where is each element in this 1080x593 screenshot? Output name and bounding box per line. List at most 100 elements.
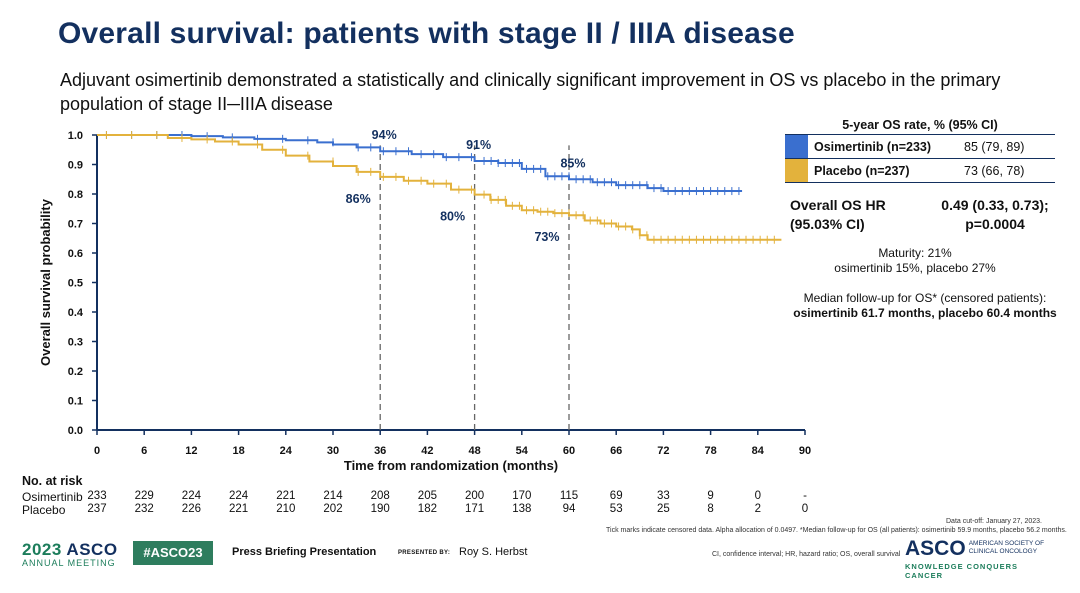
- page-title: Overall survival: patients with stage II…: [58, 17, 795, 50]
- risk-value-placebo: 8: [707, 503, 713, 515]
- x-tick-label: 12: [185, 445, 197, 457]
- meeting-asco: ASCO: [66, 540, 118, 559]
- presenter-name: Roy S. Herbst: [459, 546, 528, 558]
- risk-value-osimertinib: 233: [87, 490, 106, 502]
- x-tick-label: 66: [610, 445, 622, 457]
- footnote-ticks: Tick marks indicate censored data. Alpha…: [606, 527, 1067, 534]
- risk-value-placebo: 53: [610, 503, 623, 515]
- hashtag-badge: #ASCO23: [133, 541, 213, 565]
- maturity-line1: Maturity: 21%: [878, 246, 952, 260]
- risk-value-osimertinib: 205: [418, 490, 437, 502]
- osimertinib-rate: 85 (79, 89): [964, 139, 1025, 154]
- hr-label-line2: (95.03% CI): [790, 216, 865, 232]
- hr-label-line1: Overall OS HR: [790, 197, 886, 213]
- x-tick-label: 78: [704, 445, 716, 457]
- y-tick-label: 0.9: [68, 160, 83, 172]
- x-tick-label: 72: [657, 445, 669, 457]
- risk-value-placebo: 202: [323, 503, 342, 515]
- point-label: 91%: [466, 138, 491, 152]
- risk-value-osimertinib: 0: [755, 490, 761, 502]
- placebo-label: Placebo (n=237): [814, 163, 910, 178]
- y-tick-label: 0.8: [68, 189, 83, 201]
- median-line2: osimertinib 61.7 months, placebo 60.4 mo…: [793, 306, 1057, 320]
- x-tick-label: 48: [468, 445, 480, 457]
- risk-value-placebo: 138: [512, 503, 531, 515]
- footnote-cutoff: Data cut-off: January 27, 2023.: [946, 518, 1042, 525]
- point-label: 80%: [440, 210, 465, 224]
- risk-value-osimertinib: 33: [657, 490, 670, 502]
- placebo-swatch: [785, 159, 808, 182]
- hr-value: 0.49 (0.33, 0.73); p=0.0004: [930, 196, 1060, 234]
- hr-value-line1: 0.49 (0.33, 0.73);: [941, 197, 1049, 213]
- osimertinib-swatch: [785, 135, 808, 158]
- risk-value-osimertinib: -: [803, 490, 807, 502]
- x-tick-label: 30: [327, 445, 339, 457]
- x-tick-label: 42: [421, 445, 433, 457]
- risk-value-placebo: 226: [182, 503, 201, 515]
- risk-value-placebo: 0: [802, 503, 808, 515]
- risk-label-placebo: Placebo: [22, 503, 66, 517]
- presented-by-label: PRESENTED BY:: [398, 550, 451, 556]
- os-rate-table: 5-year OS rate, % (95% CI) Osimertinib (…: [785, 116, 1055, 183]
- point-label: 73%: [534, 230, 559, 244]
- risk-value-placebo: 25: [657, 503, 670, 515]
- hr-value-line2: p=0.0004: [965, 216, 1025, 232]
- y-tick-label: 0.6: [68, 248, 83, 260]
- maturity-note: Maturity: 21% osimertinib 15%, placebo 2…: [790, 246, 1040, 276]
- series-line-placebo: [97, 134, 782, 241]
- press-briefing-label: Press Briefing Presentation: [232, 546, 377, 558]
- risk-value-osimertinib: 229: [135, 490, 154, 502]
- risk-value-placebo: 237: [87, 503, 106, 515]
- point-label: 85%: [560, 156, 585, 170]
- y-tick-label: 0.2: [68, 366, 83, 378]
- x-axis-label: Time from randomization (months): [344, 458, 558, 473]
- hr-label: Overall OS HR (95.03% CI): [790, 196, 910, 234]
- risk-value-placebo: 182: [418, 503, 437, 515]
- society-line2: CLINICAL ONCOLOGY: [968, 548, 1038, 555]
- risk-value-osimertinib: 208: [371, 490, 390, 502]
- risk-value-placebo: 190: [371, 503, 390, 515]
- risk-value-placebo: 2: [755, 503, 761, 515]
- y-tick-label: 0.0: [68, 425, 83, 437]
- x-tick-label: 18: [232, 445, 244, 457]
- footnote-abbreviations: CI, confidence interval; HR, hazard rati…: [712, 551, 901, 558]
- risk-value-osimertinib: 170: [512, 490, 531, 502]
- risk-value-osimertinib: 221: [276, 490, 295, 502]
- y-tick-label: 0.5: [68, 278, 83, 290]
- risk-value-placebo: 232: [135, 503, 154, 515]
- asco-society-logo: ASCO AMERICAN SOCIETY OF CLINICAL ONCOLOGY…: [905, 537, 1055, 580]
- series-line-osimertinib: [97, 134, 743, 193]
- risk-value-placebo: 171: [465, 503, 484, 515]
- os-rate-header: 5-year OS rate, % (95% CI): [785, 116, 1055, 135]
- meeting-year: 2023: [22, 540, 62, 559]
- x-tick-label: 24: [280, 445, 293, 457]
- risk-value-osimertinib: 214: [323, 490, 343, 502]
- asco-logo-text: ASCO: [905, 537, 966, 560]
- risk-value-osimertinib: 115: [560, 490, 578, 502]
- x-tick-label: 6: [141, 445, 147, 457]
- placebo-rate: 73 (66, 78): [964, 163, 1025, 178]
- legend-row-osimertinib: Osimertinib (n=233) 85 (79, 89): [785, 135, 1055, 159]
- risk-label-osimertinib: Osimertinib: [22, 490, 83, 504]
- y-tick-label: 0.4: [68, 307, 84, 319]
- risk-value-placebo: 221: [229, 503, 248, 515]
- society-line1: AMERICAN SOCIETY OF: [968, 540, 1045, 547]
- risk-value-osimertinib: 200: [465, 490, 484, 502]
- x-tick-label: 0: [94, 445, 100, 457]
- y-tick-label: 0.7: [68, 219, 83, 231]
- x-tick-label: 60: [563, 445, 575, 457]
- risk-value-osimertinib: 69: [610, 490, 623, 502]
- risk-value-osimertinib: 9: [707, 490, 713, 502]
- point-label: 86%: [346, 192, 371, 206]
- osimertinib-label: Osimertinib (n=233): [814, 139, 932, 154]
- y-tick-label: 1.0: [68, 130, 83, 142]
- risk-value-placebo: 210: [276, 503, 295, 515]
- median-followup-note: Median follow-up for OS* (censored patie…: [775, 291, 1075, 321]
- society-name: AMERICAN SOCIETY OF CLINICAL ONCOLOGY: [969, 540, 1044, 556]
- y-tick-label: 0.1: [68, 396, 83, 408]
- y-tick-label: 0.3: [68, 337, 83, 349]
- asco-tagline: KNOWLEDGE CONQUERS CANCER: [905, 562, 1019, 580]
- risk-value-osimertinib: 224: [182, 490, 202, 502]
